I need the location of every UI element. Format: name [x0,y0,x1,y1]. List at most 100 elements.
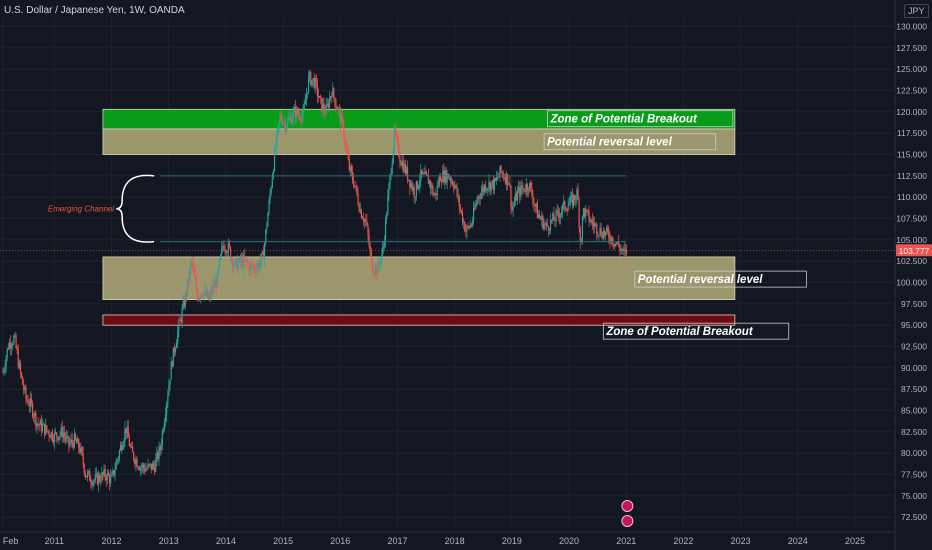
candle-body [376,266,378,275]
candle-body [41,425,44,432]
candle-body [22,376,24,385]
candle-body [134,459,136,465]
x-tick-label: 2017 [387,536,407,546]
candle-body [52,439,55,443]
candle-body [347,153,349,160]
candle-body [602,231,604,239]
candle-body [194,274,196,280]
candle-body [621,249,623,251]
candle-body [66,436,68,439]
candle-body [17,351,19,368]
candle-body [584,208,586,217]
candle-body [465,231,467,233]
candle-body [476,200,478,204]
candle-body [222,245,224,248]
candle-body [477,196,479,201]
candle-body [503,177,505,179]
candle-body [13,336,15,344]
candle-body [231,258,233,260]
candle-body [84,473,86,476]
x-tick-label: 2014 [216,536,236,546]
candle-body [483,185,486,192]
candle-body [90,481,92,484]
candle-body [269,193,271,201]
candle-body [397,136,399,142]
candle-body [130,446,133,448]
candle-body [556,210,558,212]
candle-body [423,172,425,175]
candle-body [492,180,494,190]
candle-body [86,472,89,478]
candle-body [276,133,278,148]
zone-label: Zone of Potential Breakout [605,326,753,338]
currency-badge[interactable]: JPY [904,4,929,18]
candle-body [189,268,191,281]
candle-body [283,122,286,123]
candle-body [610,236,612,243]
candle-body [359,209,361,212]
candle-body [544,224,546,225]
candle-body [94,474,96,481]
chart-title: U.S. Dollar / Japanese Yen, 1W, OANDA [4,5,185,16]
candle-body [485,185,487,191]
candle-body [124,428,126,441]
candle-body [103,469,105,475]
candle-body [315,77,317,83]
candle-body [612,243,614,245]
candle-body [428,180,431,184]
candle-body [411,183,413,190]
candle-body [392,149,394,163]
candle-body [292,110,294,119]
candle-body [555,210,557,222]
candle-body [507,173,509,185]
zone-rect [102,128,736,155]
candle-body [614,243,617,246]
candle-body [287,119,289,128]
candle-body [579,227,581,242]
candle-body [215,280,217,287]
candle-body [9,342,12,349]
candle-body [99,474,101,481]
candle-body [100,480,102,482]
candle-body [138,467,140,470]
candle-body [29,398,31,407]
candle-body [307,75,310,93]
candle-body [180,319,182,323]
candle-body [508,183,510,185]
candle-body [593,223,596,227]
candle-body [167,395,169,404]
candle-body [262,251,265,260]
candle-body [192,262,194,267]
candle-body [216,271,218,287]
candle-body [478,196,480,198]
candle-body [430,180,432,189]
y-tick-label: 100.000 [896,278,927,288]
zone-label-box [547,110,734,128]
candle-body [272,170,275,178]
y-tick-label: 72.500 [901,512,927,522]
candle-body [195,279,198,291]
candle-body [414,196,416,198]
candle-body [472,208,475,222]
x-axis[interactable]: Feb 2011 2012 2013 2014 2015 2016 2017 2018 2019 2… [0,531,895,546]
candle-body [251,264,254,267]
candle-body [82,453,84,464]
candle-body [527,190,530,192]
candle-body [7,348,9,350]
candle-body [339,110,342,125]
zone-label-box [634,270,807,288]
zone-label: Zone of Potential Breakout [549,114,697,126]
candle-body [390,173,392,175]
candle-body [406,167,409,181]
candle-body [118,450,121,459]
candle-body [50,432,52,438]
candle-body [436,184,438,195]
candle-body [322,103,324,112]
candle-body [334,97,336,106]
candle-body [424,171,426,175]
y-axis[interactable]: 130.000 127.500 125.000 122.500 120.000 117.5… [894,0,927,550]
candle-body [163,421,166,430]
candle-body [23,384,25,391]
candle-body [543,224,545,229]
